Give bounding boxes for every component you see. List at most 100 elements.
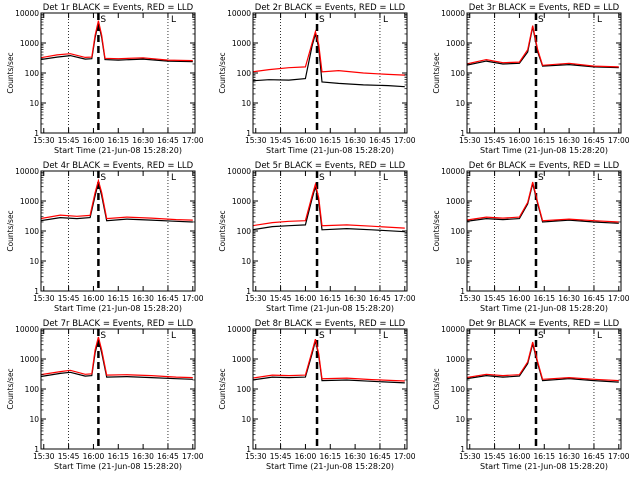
x-tick-label: 16:30 [344,452,366,461]
plot-frame [466,170,622,292]
x-tick-label: 15:45 [270,452,292,461]
x-tick-label: 16:30 [344,136,366,145]
y-tick-label: 1 [246,445,251,454]
flare-marker-s: S [100,173,106,183]
y-tick-label: 1 [460,287,465,296]
x-tick-label: 16:15 [319,452,341,461]
y-tick-label: 10000 [15,325,39,334]
x-tick-label: 16:00 [295,136,317,145]
plot-frame [40,328,196,450]
x-axis-label: Start Time (21-Jun-08 15:28:20) [54,304,182,313]
x-tick-label: 16:45 [369,452,391,461]
panel-7: Det 7r BLACK = Events, RED = LLD S L 1 10 100… [6,319,204,471]
y-tick-label: 10000 [441,325,465,334]
y-tick-label: 1 [34,287,39,296]
y-tick-label: 1000 [20,197,39,206]
y-tick-label: 100 [25,227,40,236]
flare-marker-s: S [538,15,544,25]
x-tick-label: 16:00 [83,452,105,461]
x-axis-label: Start Time (21-Jun-08 15:28:20) [480,146,608,155]
x-tick-label: 17:00 [182,136,204,145]
x-axis-label: Start Time (21-Jun-08 15:28:20) [480,462,608,471]
y-tick-label: 1 [460,445,465,454]
x-tick-label: 16:30 [132,294,154,303]
x-tick-label: 17:00 [394,136,416,145]
flare-marker-s: S [319,173,325,183]
x-tick-label: 16:15 [533,452,555,461]
panel-6: Det 6r BLACK = Events, RED = LLD S L 1 10 100… [432,161,630,313]
y-tick-label: 100 [237,227,252,236]
lld-line [253,181,405,229]
lld-line [41,20,193,62]
x-tick-label: 15:45 [484,452,506,461]
x-axis-label: Start Time (21-Jun-08 15:28:20) [266,462,394,471]
y-axis-label: Counts/sec [218,368,227,409]
y-tick-label: 10 [29,99,39,108]
y-tick-label: 100 [237,385,252,394]
lld-line [253,338,405,382]
y-axis-label: Counts/sec [432,210,441,251]
x-tick-label: 15:45 [270,294,292,303]
y-axis-label: Counts/sec [218,52,227,93]
panel-title: Det 6r BLACK = Events, RED = LLD [469,161,620,171]
x-axis-label: Start Time (21-Jun-08 15:28:20) [54,146,182,155]
x-tick-label: 16:00 [83,294,105,303]
y-tick-label: 1 [34,129,39,138]
x-tick-label: 17:00 [394,294,416,303]
y-tick-label: 1000 [232,39,251,48]
y-tick-label: 1000 [446,39,465,48]
x-tick-label: 16:45 [157,294,179,303]
y-tick-label: 10 [241,257,251,266]
x-tick-label: 15:30 [459,452,481,461]
x-tick-label: 17:00 [608,136,630,145]
flare-marker-s: S [100,15,106,25]
series-group [253,29,405,88]
y-tick-label: 10000 [227,325,251,334]
events-line [253,340,405,384]
series-group [41,20,193,63]
lld-line [467,341,619,382]
flare-marker-l: L [171,331,176,341]
events-line [41,339,193,380]
x-tick-label: 15:45 [58,136,80,145]
y-tick-label: 1 [34,445,39,454]
x-tick-label: 16:45 [583,136,605,145]
panel-1: Det 1r BLACK = Events, RED = LLD S L 1 10 100… [6,3,204,155]
y-axis-label: Counts/sec [432,368,441,409]
x-tick-label: 16:00 [509,452,531,461]
panel-4: Det 4r BLACK = Events, RED = LLD S L 1 10 100… [6,161,204,313]
x-tick-label: 16:30 [558,452,580,461]
x-tick-label: 16:45 [583,452,605,461]
lld-line [467,181,619,223]
y-tick-label: 1000 [446,355,465,364]
y-tick-label: 10 [29,257,39,266]
x-tick-label: 16:30 [558,294,580,303]
x-tick-label: 16:45 [157,136,179,145]
x-tick-label: 15:30 [33,136,55,145]
panel-3: Det 3r BLACK = Events, RED = LLD S L 1 10 100… [432,3,630,155]
flare-marker-l: L [171,15,176,25]
x-tick-label: 15:30 [245,452,267,461]
flare-marker-l: L [597,331,602,341]
x-tick-label: 15:45 [58,452,80,461]
x-tick-label: 16:45 [583,294,605,303]
flare-marker-l: L [597,173,602,183]
x-tick-label: 16:45 [157,452,179,461]
series-group [467,25,619,69]
x-tick-label: 15:30 [245,136,267,145]
y-tick-label: 100 [451,227,466,236]
panel-title: Det 7r BLACK = Events, RED = LLD [43,319,194,329]
lld-line [41,178,193,221]
plot-frame [252,328,408,450]
plot-frame [466,328,622,450]
x-tick-label: 16:30 [344,294,366,303]
x-tick-label: 16:15 [107,452,129,461]
y-tick-label: 1 [460,129,465,138]
x-tick-label: 15:45 [484,136,506,145]
plot-frame [466,12,622,134]
flare-marker-s: S [319,331,325,341]
panel-title: Det 1r BLACK = Events, RED = LLD [43,3,194,13]
y-tick-label: 1 [246,287,251,296]
x-tick-label: 17:00 [182,294,204,303]
